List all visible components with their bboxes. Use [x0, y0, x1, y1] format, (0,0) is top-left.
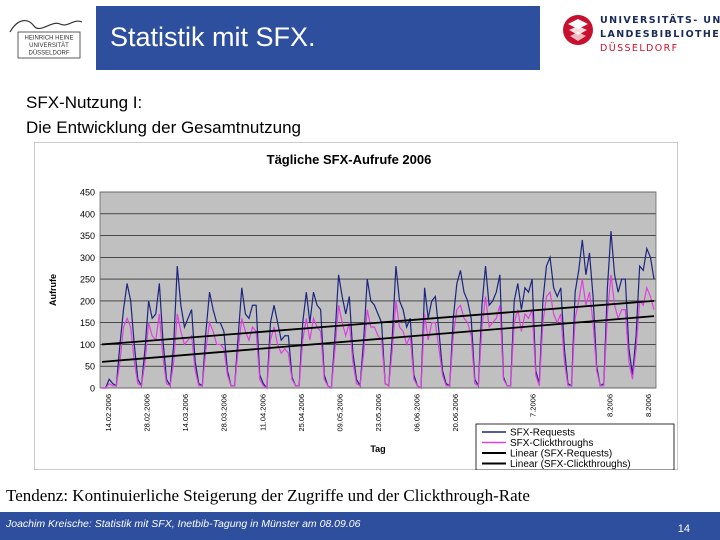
y-tick-label: 200 [80, 296, 95, 306]
x-tick-label: 14.02.2006 [104, 394, 113, 432]
legend-label: SFX-Requests [510, 428, 575, 439]
series-line-2 [102, 274, 655, 390]
x-tick-label: 28.02.2006 [143, 394, 152, 432]
legend-label: SFX-Clickthroughs [510, 438, 593, 449]
y-tick-label: 50 [85, 362, 95, 372]
x-tick-label: 11.04.2006 [258, 394, 267, 431]
series-line-3 [101, 299, 655, 346]
plot-border [99, 191, 657, 389]
legend-box [475, 423, 675, 470]
university-logo: HEINRICH HEINE UNIVERSITÄT DÜSSELDORF [9, 20, 83, 59]
gridlines [99, 191, 657, 389]
y-tick-label: 250 [80, 275, 95, 285]
x-tick-label: 14.03.2006 [181, 394, 190, 432]
x-tick-label: 20.06.2006 [451, 394, 460, 432]
x-tick-label: 8.2006 [644, 394, 653, 417]
library-emblem-icon [563, 15, 593, 45]
x-tick-label: 7.2006 [528, 394, 537, 417]
svg-text:DÜSSELDORF: DÜSSELDORF [28, 50, 69, 57]
library-logo: UNIVERSITÄTS- UND LANDESBIBLIOTHEK DÜSSE… [560, 12, 720, 68]
y-tick-label: 400 [80, 209, 95, 219]
y-tick-label: 150 [80, 318, 95, 328]
title-band: Statistik mit SFX. [96, 6, 540, 70]
y-axis: 0 50 100 150 200 250 300 350 400 450 [80, 188, 95, 394]
subtitle-line-1: SFX-Nutzung I: [26, 93, 143, 112]
y-tick-label: 100 [80, 340, 95, 350]
page-number: 14 [677, 523, 690, 535]
x-tick-label: 28.03.2006 [220, 394, 229, 432]
footer-credit: Joachim Kreische: Statistik mit SFX, Ine… [6, 518, 361, 530]
x-tick-label: 23.05.2006 [374, 394, 383, 432]
y-tick-label: 350 [80, 231, 95, 241]
series-layer [101, 231, 655, 390]
library-name: UNIVERSITÄTS- UND LANDESBIBLIOTHEK DÜSSE… [600, 15, 720, 54]
series-line-4 [101, 315, 655, 363]
x-tick-label: 25.04.2006 [297, 394, 306, 432]
slide-caption: Tendenz: Kontinuierliche Steigerung der … [6, 486, 530, 505]
y-tick-label: 450 [80, 188, 95, 198]
x-axis: 14.02.2006 28.02.2006 14.03.2006 28.03.2006… [104, 394, 653, 432]
y-tick-label: 0 [90, 384, 95, 394]
y-axis-label: Aufrufe [48, 274, 58, 306]
svg-text:UNIVERSITÄT: UNIVERSITÄT [29, 42, 69, 49]
y-tick-label: 300 [80, 253, 95, 263]
x-tick-label: 8.2006 [605, 394, 614, 417]
legend-label: Linear (SFX-Requests) [510, 449, 612, 460]
slide-footer: Joachim Kreische: Statistik mit SFX, Ine… [0, 512, 720, 540]
slide-title: Statistik mit SFX. [110, 22, 316, 52]
legend-label: Linear (SFX-Clickthroughs) [510, 459, 631, 470]
subtitle-line-2: Die Entwicklung der Gesamtnutzung [26, 118, 301, 137]
x-axis-label: Tag [370, 444, 385, 454]
svg-text:HEINRICH HEINE: HEINRICH HEINE [24, 36, 73, 42]
daily-sfx-calls-chart: Tägliche SFX-Aufrufe 2006 0 50 100 150 200 25… [34, 142, 678, 470]
x-tick-label: 09.05.2006 [335, 394, 344, 432]
x-tick-label: 06.06.2006 [413, 394, 422, 432]
chart-title: Tägliche SFX-Aufrufe 2006 [267, 152, 432, 167]
slide-header: HEINRICH HEINE UNIVERSITÄT DÜSSELDORF St… [0, 0, 720, 80]
slide-subtitle: SFX-Nutzung I: Die Entwicklung der Gesam… [26, 90, 301, 140]
